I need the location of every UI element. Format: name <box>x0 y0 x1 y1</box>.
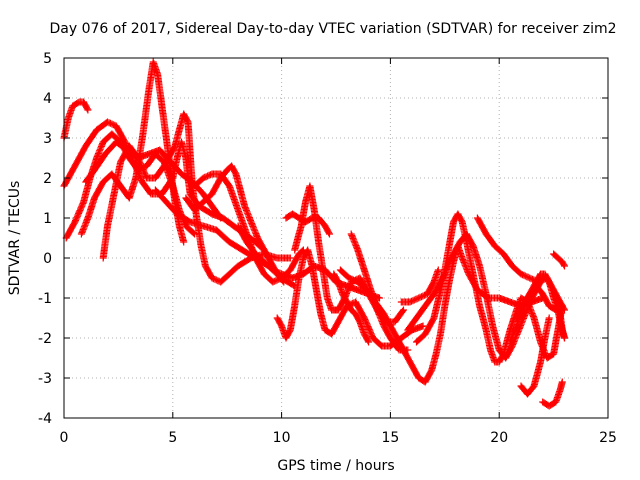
point-markers <box>550 250 568 270</box>
series-track-17 <box>397 266 442 306</box>
x-tick-label: 15 <box>381 430 399 446</box>
point-markers <box>330 270 373 346</box>
grid <box>64 58 608 418</box>
x-axis-label: GPS time / hours <box>277 458 394 474</box>
y-axis-label: SDTVAR / TECUs <box>7 181 23 296</box>
series-track-23 <box>517 314 553 398</box>
series-track-14 <box>330 270 373 346</box>
series-track-12 <box>282 210 333 238</box>
series-track-8 <box>182 162 288 286</box>
point-markers <box>517 314 553 398</box>
y-tick-label: -1 <box>38 291 52 307</box>
series-track-1 <box>60 98 92 142</box>
series-track-19 <box>413 210 566 366</box>
y-tick-label: 5 <box>43 51 52 67</box>
y-tick-label: -3 <box>38 371 52 387</box>
y-tick-label: -4 <box>38 411 52 427</box>
chart-title: Day 076 of 2017, Sidereal Day-to-day VTE… <box>50 21 617 37</box>
point-markers <box>60 98 92 142</box>
point-markers <box>552 294 568 342</box>
x-tick-label: 25 <box>599 430 617 446</box>
series-track-11 <box>273 246 427 350</box>
plot-frame <box>63 57 609 419</box>
series-track-25 <box>550 250 568 270</box>
point-markers <box>413 210 566 366</box>
y-tick-label: 2 <box>43 171 52 187</box>
point-markers <box>397 266 442 306</box>
y-tick-label: -2 <box>38 331 52 347</box>
axes: 0 5 10 15 20 25 -4 -3 -2 -1 0 1 2 3 4 5 <box>38 51 617 446</box>
point-markers <box>282 210 333 238</box>
y-tick-label: 3 <box>43 131 52 147</box>
series-track-24 <box>539 378 566 410</box>
y-tick-label: 4 <box>43 91 52 107</box>
data-points <box>60 58 568 410</box>
point-markers <box>539 378 566 410</box>
series-track-26 <box>552 294 568 342</box>
x-tick-label: 5 <box>168 430 177 446</box>
series-track-16 <box>347 230 412 354</box>
y-tick-label: 1 <box>43 211 52 227</box>
point-markers <box>273 246 427 350</box>
x-tick-label: 0 <box>60 430 69 446</box>
point-markers <box>347 230 412 354</box>
x-tick-label: 10 <box>273 430 291 446</box>
y-tick-label: 0 <box>43 251 52 267</box>
x-tick-label: 20 <box>490 430 508 446</box>
point-markers <box>182 162 288 286</box>
